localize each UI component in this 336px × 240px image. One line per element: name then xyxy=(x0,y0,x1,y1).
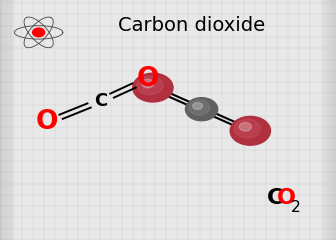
Circle shape xyxy=(185,98,218,121)
Text: C: C xyxy=(267,188,284,208)
Bar xyxy=(0,0,10,240)
Circle shape xyxy=(33,28,45,37)
Bar xyxy=(323,0,336,240)
Circle shape xyxy=(193,102,202,109)
Circle shape xyxy=(230,116,270,145)
Text: C: C xyxy=(94,92,108,110)
Text: Carbon dioxide: Carbon dioxide xyxy=(118,16,265,35)
Circle shape xyxy=(189,100,210,115)
Text: O: O xyxy=(36,109,58,135)
Bar xyxy=(329,0,336,240)
Bar xyxy=(326,0,336,240)
Text: 2: 2 xyxy=(291,200,300,215)
Bar xyxy=(0,0,13,240)
Bar xyxy=(0,0,3,240)
Circle shape xyxy=(137,76,163,95)
Bar xyxy=(0,0,7,240)
Circle shape xyxy=(239,122,251,131)
Bar xyxy=(333,0,336,240)
Circle shape xyxy=(133,73,173,102)
Text: O: O xyxy=(277,188,296,208)
Circle shape xyxy=(142,79,154,88)
Text: O: O xyxy=(137,66,159,92)
Circle shape xyxy=(234,119,260,138)
